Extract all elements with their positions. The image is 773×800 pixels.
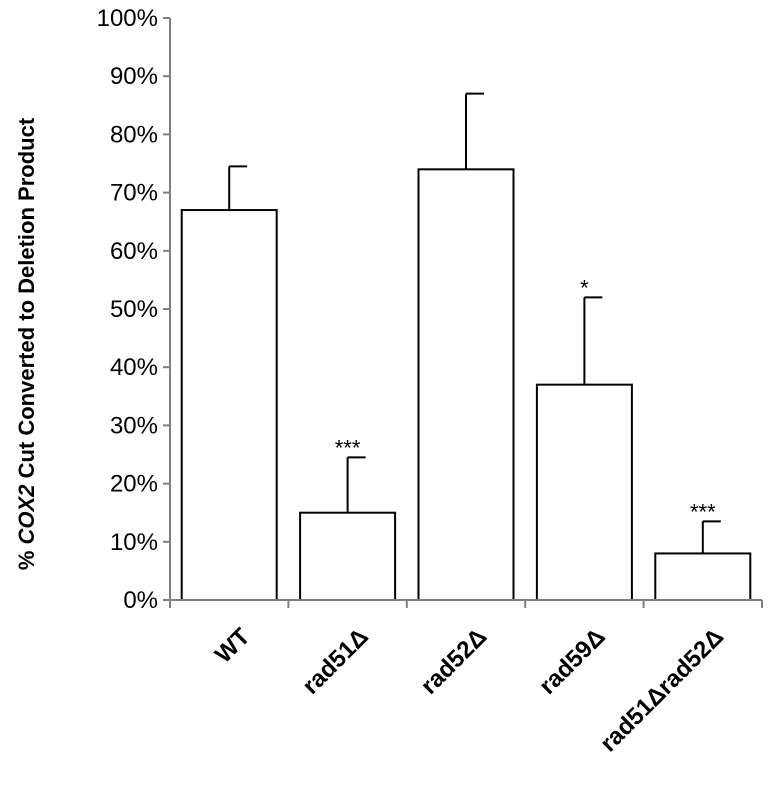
- y-tick-label: 60%: [110, 238, 158, 265]
- bar: [417, 168, 515, 601]
- bar: [535, 383, 633, 601]
- y-axis: 0% 10% 20% 30% 40% 50% 60% 70% 80% 90% 100%: [97, 5, 171, 614]
- bars: *******: [180, 92, 752, 602]
- y-axis-title: % COX2 Cut Converted to Deletion Product: [14, 117, 39, 570]
- significance-marker: ***: [690, 499, 716, 524]
- y-tick-label: 100%: [97, 5, 158, 32]
- significance-marker: ***: [335, 435, 361, 460]
- y-tick-label: 30%: [110, 412, 158, 439]
- y-axis-label: % COX2 Cut Converted to Deletion Product: [14, 117, 39, 570]
- y-tick-label: 80%: [110, 121, 158, 148]
- x-tick-label: WT: [210, 623, 256, 669]
- x-tick-label: rad51Δ: [297, 623, 374, 700]
- y-tick-label: 50%: [110, 296, 158, 323]
- y-tick-label: 10%: [110, 529, 158, 556]
- y-tick-label: 20%: [110, 471, 158, 498]
- bar: [654, 552, 752, 602]
- x-tick-label: rad59Δ: [534, 623, 611, 700]
- significance-marker: *: [580, 275, 589, 300]
- x-tick-label: rad51Δrad52Δ: [595, 623, 729, 757]
- y-tick-label: 90%: [110, 63, 158, 90]
- y-tick-label: 0%: [123, 587, 158, 614]
- bar: [180, 209, 278, 601]
- y-tick-label: 40%: [110, 354, 158, 381]
- bar: [299, 511, 397, 602]
- x-tick-label: rad52Δ: [416, 623, 493, 700]
- y-tick-label: 70%: [110, 180, 158, 207]
